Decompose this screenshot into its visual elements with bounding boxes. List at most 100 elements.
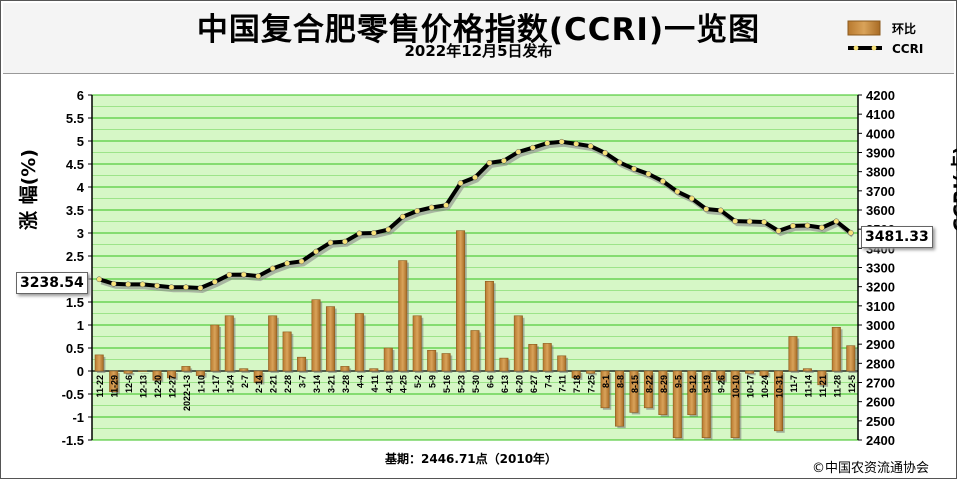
ccri-point [804,222,811,229]
bar-shadow [747,373,756,376]
bar [484,280,494,372]
baseline-note: 基期：2446.71点（2010年） [385,452,558,466]
bar [557,355,567,372]
y-right-tick-label: 3200 [866,280,895,295]
bar [311,299,321,372]
bar [499,357,509,372]
x-tick-label: 8-1 [601,375,611,388]
ccri-point [269,265,276,272]
x-tick-label: 11-7 [789,375,799,393]
y-left-tick-label: 3 [77,226,84,241]
ccri-point [211,279,218,285]
ccri-point [457,180,464,187]
ccri-point [125,281,131,288]
ccri-point [833,218,840,225]
y-left-tick-label: 1 [77,318,84,333]
bar [210,324,220,372]
y-left-tick-label: -0.5 [62,387,84,402]
ccri-point [313,248,319,255]
ccri-point [847,229,854,236]
ccri-point [472,174,478,181]
bar [398,260,408,372]
bar [123,370,133,374]
y-right-tick-label: 3900 [866,146,895,161]
legend-line-label: CCRI [892,42,924,56]
ccri-point [168,284,175,291]
ccri-point [544,140,551,146]
y-right-tick-label: 2900 [866,337,895,352]
ccri-point [717,207,724,214]
ccri-point [674,188,681,195]
x-tick-label: 6-6 [485,375,495,388]
bar-shadow [371,370,381,373]
ccri-point [660,178,666,185]
bar [687,370,697,416]
y-left-tick-label: 1.5 [66,295,84,310]
ccri-point [573,141,580,147]
x-tick-label: 9-5 [673,375,683,388]
bar [181,366,191,372]
x-tick-label: 10-31 [775,375,785,398]
x-tick-label: 1-24 [225,375,235,393]
y-left-tick-label: 3.5 [66,203,84,218]
ccri-point [428,204,435,211]
x-tick-label: 7-11 [558,375,568,393]
legend-line-marker [871,45,877,51]
y-right-tick-label: 2600 [866,395,895,410]
y-left-tick-label: 6 [77,88,84,103]
x-tick-label: 9-12 [688,375,698,393]
ccri-point [443,202,449,209]
y-right-tick-label: 4000 [866,126,895,141]
bar [239,368,249,372]
x-tick-label: 10-10 [731,375,741,398]
bar [94,354,104,372]
y-right-tick-label: 2500 [866,414,895,429]
ccri-point [486,160,493,166]
x-tick-label: 2-7 [240,375,250,388]
y-right-tick-label: 3700 [866,184,895,199]
ccri-point [96,276,103,283]
bar [817,370,827,386]
x-tick-label: 2-28 [283,375,293,393]
y-right-tick-label: 2700 [866,376,895,391]
ccri-point [529,144,536,151]
ccri-point [342,238,348,245]
bar [412,315,422,372]
ccri-point [819,224,825,231]
y-right-tick-label: 3100 [866,299,895,314]
y-right-tick-label: 3600 [866,203,895,218]
bar [759,370,769,376]
bar [600,370,610,409]
x-tick-label: 1-10 [196,375,206,393]
ccri-point [501,157,507,164]
bar-shadow [241,370,250,373]
bar [831,326,841,372]
x-tick-label: 5-16 [442,375,452,393]
bar [774,370,784,432]
x-tick-label: 9-26 [717,375,727,393]
x-tick-label: 3-7 [298,375,308,388]
x-tick-label: 11-21 [818,375,828,398]
bar [456,230,466,372]
ccri-point [356,230,363,237]
y-axis-left-label: 涨 幅(%) [18,148,40,230]
bar [268,315,278,372]
bar [195,370,205,376]
y-right-tick-label: 2400 [866,433,895,448]
bar [340,366,350,372]
bar [701,370,711,438]
ccri-point [240,271,247,278]
ccri-point [226,271,233,278]
y-right-tick-label: 4100 [866,107,895,122]
x-tick-label: 6-20 [514,375,524,393]
x-tick-label: 7-18 [572,375,582,393]
bar [282,331,292,372]
bar [513,315,523,372]
x-tick-label: 8-15 [630,375,640,393]
x-tick-label: 10-17 [746,375,756,398]
ccri-point [385,226,392,233]
ccri-point [746,218,753,225]
bar [629,370,639,413]
start-value-callout: 3238.54 [16,272,88,294]
x-tick-label: 4-11 [370,375,380,393]
